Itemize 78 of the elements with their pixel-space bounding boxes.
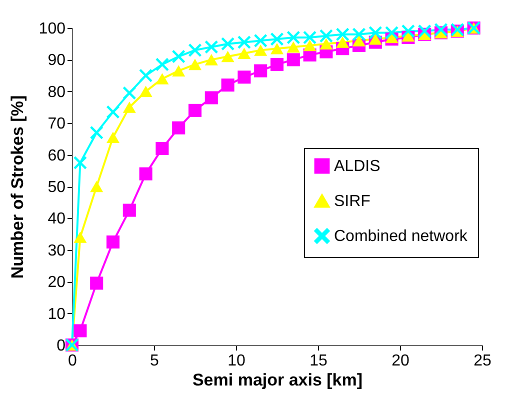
point	[238, 36, 251, 49]
point	[352, 28, 366, 41]
point	[74, 232, 87, 243]
y-tick-label: 60	[48, 147, 66, 164]
legend-label: SIRF	[334, 193, 371, 210]
point	[270, 58, 284, 71]
point	[286, 30, 300, 44]
point	[139, 86, 152, 98]
x-tick-label: 10	[228, 352, 246, 370]
point	[204, 54, 218, 66]
point	[156, 58, 169, 71]
point	[90, 126, 104, 140]
point	[320, 29, 333, 42]
point	[188, 58, 202, 70]
point	[90, 180, 104, 192]
point	[238, 48, 251, 60]
x-tick-label: 15	[310, 352, 328, 370]
x-tick-label: 5	[150, 352, 160, 370]
point	[156, 73, 169, 84]
point	[254, 44, 268, 56]
point	[122, 86, 136, 100]
y-tick-label: 0	[56, 338, 66, 354]
point	[320, 38, 333, 50]
point	[74, 156, 87, 170]
point	[188, 104, 202, 117]
y-tick-label: 90	[48, 52, 66, 70]
point	[254, 34, 268, 48]
point	[204, 91, 218, 104]
point	[221, 78, 234, 92]
point	[434, 23, 448, 36]
point	[352, 35, 366, 46]
x-tick-label: 20	[392, 352, 410, 370]
point	[122, 102, 136, 113]
point	[402, 24, 415, 38]
point	[172, 121, 186, 134]
point	[188, 44, 202, 57]
point	[286, 41, 300, 53]
point	[106, 235, 120, 248]
point	[156, 142, 169, 155]
point	[139, 167, 152, 180]
point	[368, 26, 382, 40]
point	[74, 324, 87, 338]
y-tick-label: 50	[48, 179, 66, 196]
point	[122, 204, 136, 217]
point	[254, 64, 268, 78]
point	[221, 37, 234, 50]
y-tick-label: 40	[48, 210, 66, 228]
legend-label: ALDIS	[334, 158, 380, 175]
point	[172, 50, 186, 64]
point	[172, 65, 186, 76]
point	[106, 105, 120, 119]
point	[303, 40, 316, 52]
y-tick-label: 30	[48, 242, 66, 260]
point	[90, 276, 104, 290]
legend-label: Combined network	[334, 228, 468, 245]
point	[336, 36, 350, 48]
y-axis-title: Number of Strokes [%]	[8, 95, 27, 279]
point	[303, 30, 316, 44]
point	[385, 26, 398, 40]
point	[336, 28, 350, 41]
x-tick-label: 0	[68, 352, 78, 370]
point	[221, 50, 234, 62]
y-tick-label: 80	[48, 84, 66, 101]
y-tick-label: 10	[48, 306, 66, 323]
point	[139, 69, 152, 82]
point	[368, 33, 382, 45]
point	[106, 132, 120, 144]
y-tick-label: 70	[48, 116, 66, 133]
point	[286, 53, 300, 66]
y-tick-label: 20	[48, 274, 66, 292]
point	[418, 24, 432, 38]
point	[238, 70, 251, 84]
point	[270, 32, 284, 46]
point	[270, 42, 284, 54]
x-axis-title: Semi major axis [km]	[192, 370, 363, 390]
point	[204, 40, 218, 54]
x-tick-label: 25	[474, 352, 492, 370]
y-tick-label: 100	[38, 20, 66, 38]
